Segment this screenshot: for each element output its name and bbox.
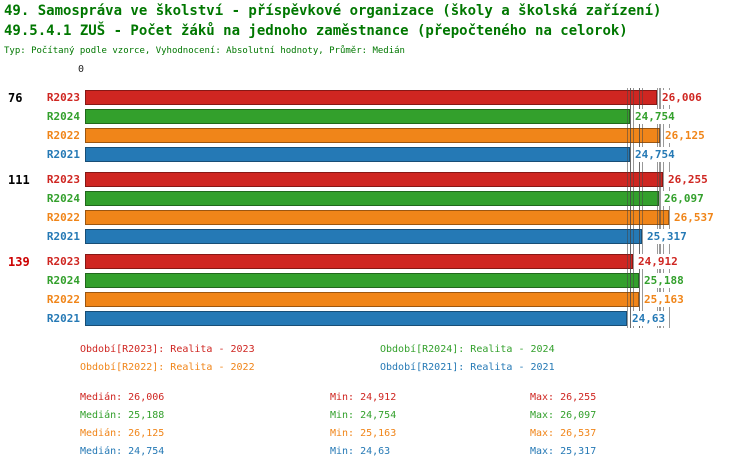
stat-tick-R2022-min — [639, 88, 640, 328]
axis-origin-label: 0 — [77, 64, 84, 75]
bar-value-111-R2024: 26,097 — [663, 191, 705, 206]
stat-median-r2021: Medián: 24,754 — [80, 446, 165, 457]
page-title: 49. Samospráva ve školství - příspěvkové… — [4, 3, 662, 19]
bar-76-R2023 — [85, 90, 657, 105]
stat-tick-R2021-max — [642, 88, 643, 328]
legend-item-r2023: Období[R2023]: Realita - 2023 — [80, 344, 255, 355]
series-label-139-R2022: R2022 — [46, 293, 80, 306]
stat-max-r2022: Max: 26,537 — [530, 428, 597, 439]
stat-median-r2022: Medián: 26,125 — [80, 428, 165, 439]
series-label-76-R2023: R2023 — [46, 91, 80, 104]
bar-111-R2022 — [85, 210, 669, 225]
stat-median-r2024: Medián: 25,188 — [80, 410, 165, 421]
stat-tick-R2022-median — [660, 88, 661, 328]
group-id-111: 111 — [8, 173, 30, 187]
series-label-139-R2021: R2021 — [46, 312, 80, 325]
bar-value-139-R2023: 24,912 — [637, 254, 679, 269]
bar-76-R2021 — [85, 147, 630, 162]
stat-tick-R2022-max — [669, 88, 670, 328]
group-id-76: 76 — [8, 91, 23, 105]
bar-value-76-R2022: 26,125 — [664, 128, 706, 143]
bar-value-111-R2023: 26,255 — [667, 172, 709, 187]
stat-tick-R2023-max — [663, 88, 664, 328]
stat-min-r2023: Min: 24,912 — [330, 392, 397, 403]
chart-title: 49.5.4.1 ZUŠ - Počet žáků na jednoho zam… — [4, 23, 628, 39]
bar-76-R2022 — [85, 128, 660, 143]
bar-139-R2021 — [85, 311, 627, 326]
series-label-111-R2023: R2023 — [46, 173, 80, 186]
stat-max-r2024: Max: 26,097 — [530, 410, 597, 421]
bar-76-R2024 — [85, 109, 630, 124]
series-label-111-R2024: R2024 — [46, 192, 80, 205]
stat-min-r2021: Min: 24,63 — [330, 446, 391, 457]
bar-value-111-R2021: 25,317 — [646, 229, 688, 244]
series-label-76-R2022: R2022 — [46, 129, 80, 142]
stat-tick-R2023-median — [657, 88, 658, 328]
stat-min-r2022: Min: 25,163 — [330, 428, 397, 439]
bar-value-139-R2021: 24,63 — [631, 311, 667, 326]
bar-value-139-R2024: 25,188 — [643, 273, 685, 288]
bar-111-R2023 — [85, 172, 663, 187]
bar-139-R2024 — [85, 273, 639, 288]
stat-max-r2021: Max: 25,317 — [530, 446, 597, 457]
series-label-76-R2021: R2021 — [46, 148, 80, 161]
stat-tick-R2024-max — [659, 88, 660, 328]
stat-tick-R2021-median — [630, 88, 631, 328]
legend-item-r2024: Období[R2024]: Realita - 2024 — [380, 344, 555, 355]
series-label-76-R2024: R2024 — [46, 110, 80, 123]
bar-139-R2023 — [85, 254, 633, 269]
stat-max-r2023: Max: 26,255 — [530, 392, 597, 403]
stat-min-r2024: Min: 24,754 — [330, 410, 397, 421]
plot-area: 76 R2023 26,006 R2024 24,754 R2022 26,125 R2021… — [0, 88, 750, 328]
stat-tick-R2023-min — [633, 88, 634, 328]
bar-111-R2021 — [85, 229, 642, 244]
bar-value-111-R2022: 26,537 — [673, 210, 715, 225]
series-label-139-R2024: R2024 — [46, 274, 80, 287]
series-label-111-R2021: R2021 — [46, 230, 80, 243]
bar-value-76-R2021: 24,754 — [634, 147, 676, 162]
stat-tick-R2021-min — [627, 88, 628, 328]
legend-item-r2021: Období[R2021]: Realita - 2021 — [380, 362, 555, 373]
bar-111-R2024 — [85, 191, 659, 206]
bar-value-139-R2022: 25,163 — [643, 292, 685, 307]
bar-139-R2022 — [85, 292, 639, 307]
series-label-139-R2023: R2023 — [46, 255, 80, 268]
bar-value-76-R2023: 26,006 — [661, 90, 703, 105]
chart-meta-line: Typ: Počítaný podle vzorce, Vyhodnocení:… — [4, 46, 405, 56]
group-id-139: 139 — [8, 255, 30, 269]
legend-item-r2022: Období[R2022]: Realita - 2022 — [80, 362, 255, 373]
stat-median-r2023: Medián: 26,006 — [80, 392, 165, 403]
series-label-111-R2022: R2022 — [46, 211, 80, 224]
bar-value-76-R2024: 24,754 — [634, 109, 676, 124]
